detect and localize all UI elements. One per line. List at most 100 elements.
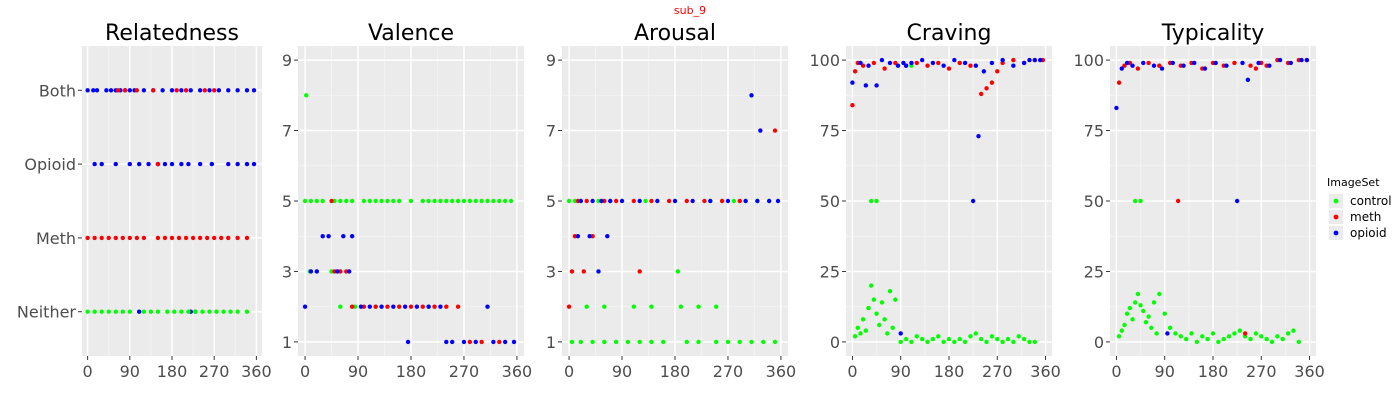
legend-key-opioid bbox=[1333, 230, 1339, 236]
data-point bbox=[995, 69, 1000, 74]
data-point bbox=[127, 88, 133, 93]
data-point bbox=[566, 304, 572, 309]
data-point bbox=[1159, 66, 1165, 71]
data-point bbox=[866, 305, 871, 311]
data-point bbox=[989, 60, 995, 66]
data-point bbox=[235, 235, 240, 241]
data-point bbox=[919, 336, 925, 342]
data-point bbox=[976, 133, 981, 139]
data-point bbox=[936, 60, 941, 66]
data-point bbox=[108, 88, 114, 93]
data-point bbox=[1267, 63, 1272, 68]
data-point bbox=[402, 304, 408, 309]
data-point bbox=[661, 339, 666, 345]
data-point bbox=[909, 339, 914, 345]
y-tick-label: 50 bbox=[820, 192, 840, 211]
data-point bbox=[1165, 331, 1170, 336]
data-point bbox=[432, 304, 437, 309]
data-point bbox=[449, 198, 455, 204]
data-point bbox=[941, 63, 946, 68]
data-point bbox=[637, 198, 642, 204]
data-point bbox=[479, 198, 484, 204]
data-point bbox=[584, 304, 589, 309]
data-point bbox=[1146, 60, 1151, 66]
x-tick-label: 270 bbox=[713, 362, 744, 381]
data-point bbox=[197, 161, 203, 167]
data-point bbox=[1027, 339, 1032, 345]
data-point bbox=[690, 198, 695, 204]
y-tick-label: 1 bbox=[546, 333, 556, 352]
data-point bbox=[1248, 336, 1253, 342]
data-point bbox=[405, 339, 411, 345]
data-point bbox=[713, 339, 719, 345]
data-point bbox=[338, 198, 343, 204]
data-point bbox=[978, 91, 984, 97]
data-point bbox=[186, 161, 191, 167]
data-point bbox=[216, 88, 222, 93]
data-point bbox=[106, 309, 111, 314]
data-point bbox=[511, 339, 517, 345]
data-point bbox=[155, 235, 161, 241]
data-point bbox=[91, 88, 96, 93]
data-point bbox=[850, 102, 855, 108]
data-point bbox=[898, 331, 903, 336]
data-point bbox=[104, 88, 109, 93]
data-point bbox=[713, 304, 719, 309]
data-point bbox=[970, 198, 976, 204]
data-point bbox=[761, 339, 766, 345]
data-point bbox=[202, 88, 208, 93]
data-point bbox=[491, 339, 496, 345]
data-point bbox=[302, 198, 308, 204]
data-point bbox=[444, 198, 449, 204]
data-point bbox=[473, 198, 478, 204]
data-point bbox=[901, 60, 906, 66]
data-point bbox=[160, 88, 165, 93]
x-tick-label: 270 bbox=[199, 362, 230, 381]
data-point bbox=[637, 339, 642, 345]
data-point bbox=[1205, 336, 1210, 342]
data-point bbox=[995, 336, 1000, 342]
data-point bbox=[1037, 57, 1043, 63]
data-point bbox=[347, 269, 352, 274]
legend-title: ImageSet bbox=[1327, 176, 1380, 189]
data-point bbox=[952, 57, 957, 63]
x-tick-label: 360 bbox=[502, 362, 533, 381]
data-point bbox=[1280, 336, 1285, 342]
data-point bbox=[852, 69, 858, 74]
y-tick-label: 5 bbox=[546, 192, 556, 211]
data-point bbox=[675, 269, 681, 274]
data-point bbox=[99, 235, 104, 241]
data-point bbox=[183, 235, 189, 241]
data-point bbox=[127, 309, 133, 314]
data-point bbox=[587, 234, 592, 239]
data-point bbox=[596, 269, 601, 274]
data-point bbox=[1234, 198, 1240, 204]
data-point bbox=[335, 269, 340, 274]
data-point bbox=[590, 198, 595, 204]
data-point bbox=[169, 161, 175, 167]
data-point bbox=[925, 63, 930, 68]
data-point bbox=[134, 235, 140, 241]
data-point bbox=[197, 88, 203, 93]
data-point bbox=[1116, 80, 1122, 85]
data-point bbox=[1213, 60, 1218, 66]
data-point bbox=[625, 339, 631, 345]
data-point bbox=[221, 309, 226, 314]
data-point bbox=[1269, 339, 1275, 345]
data-point bbox=[1154, 331, 1159, 336]
legend: ImageSet control meth opioid bbox=[1327, 176, 1392, 240]
data-point bbox=[214, 309, 219, 314]
x-tick-label: 180 bbox=[934, 362, 965, 381]
data-point bbox=[631, 198, 637, 204]
data-point bbox=[1157, 63, 1162, 68]
data-point bbox=[141, 235, 147, 241]
data-point bbox=[141, 88, 147, 93]
legend-key-control bbox=[1333, 198, 1339, 204]
data-point bbox=[930, 336, 936, 342]
data-point bbox=[863, 83, 869, 88]
x-tick-label: 0 bbox=[564, 362, 574, 381]
data-point bbox=[666, 198, 672, 204]
data-point bbox=[235, 309, 240, 314]
data-point bbox=[882, 317, 887, 322]
